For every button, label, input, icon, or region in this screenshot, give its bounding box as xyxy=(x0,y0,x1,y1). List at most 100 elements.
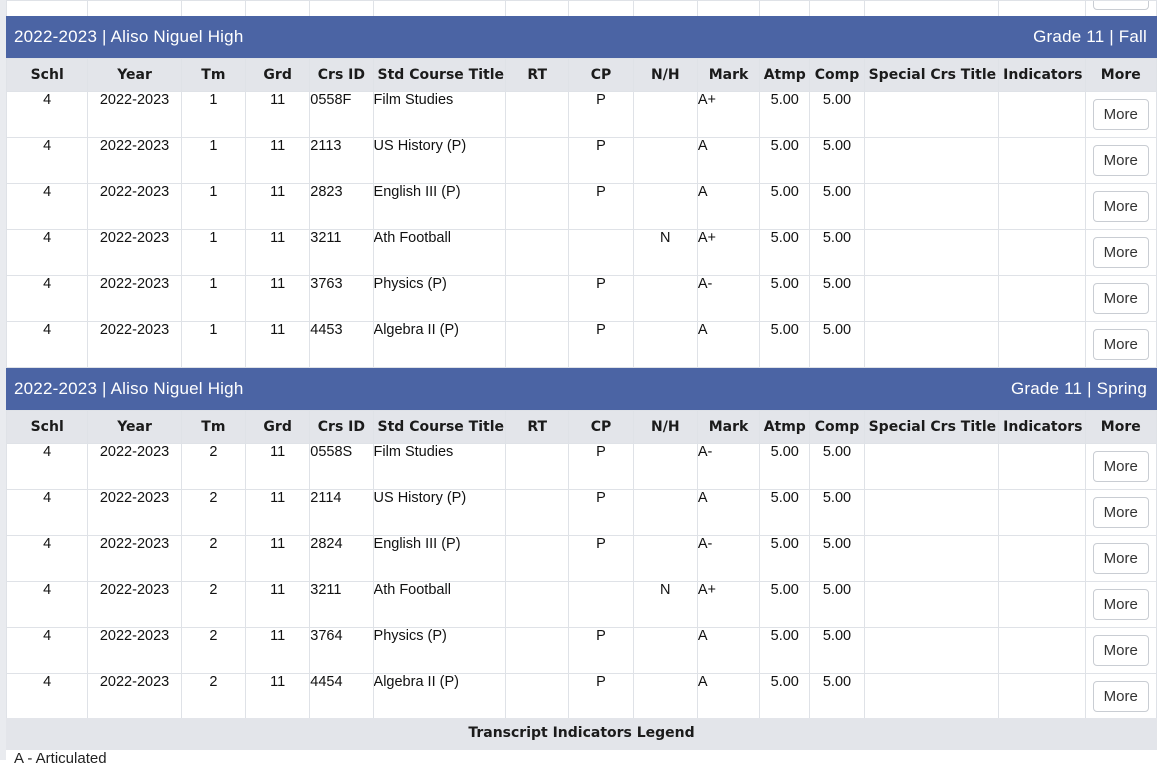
cell-more: More xyxy=(1084,535,1158,582)
cell-grd: 11 xyxy=(244,275,311,322)
cell-comp: 5.00 xyxy=(809,137,865,184)
cell-special-crs-title xyxy=(863,137,1000,184)
col-year: Year xyxy=(87,410,182,444)
course-rows: 4 2022-2023 1 11 0558F Film Studies P A+ 5.00 5.0… xyxy=(5,91,1158,368)
table-row: 4 2022-2023 2 11 3211 Ath Football N A+ 5.00 5.00… xyxy=(5,581,1158,628)
cell-tm: 1 xyxy=(180,321,247,368)
cell-more: More xyxy=(1084,321,1158,368)
cell-atmp: 5.00 xyxy=(759,137,811,184)
cell-year: 2022-2023 xyxy=(87,443,182,490)
cell-course-title: Film Studies xyxy=(372,91,507,138)
cell-year: 2022-2023 xyxy=(87,627,182,674)
cell-atmp: 5.00 xyxy=(759,91,811,138)
left-gutter xyxy=(0,0,6,760)
col-special-crs-title: Special Crs Title xyxy=(863,58,1000,92)
cell-rt xyxy=(505,229,570,276)
more-button[interactable]: More xyxy=(1092,681,1149,712)
cell-nh xyxy=(632,535,698,582)
cell-course-title: Physics (P) xyxy=(372,275,507,322)
course-rows: 4 2022-2023 2 11 0558S Film Studies P A- 5.00 5.0… xyxy=(5,443,1158,720)
col-cp: CP xyxy=(568,58,634,92)
cell-grd: 11 xyxy=(244,229,311,276)
column-header-row: Schl Year Tm Grd Crs ID Std Course Title… xyxy=(5,410,1158,444)
cell-comp: 5.00 xyxy=(809,535,865,582)
cell-comp: 5.00 xyxy=(809,627,865,674)
more-button[interactable]: More xyxy=(1092,497,1149,528)
col-mark: Mark xyxy=(696,58,761,92)
cell-nh xyxy=(632,137,698,184)
cell-more: More xyxy=(1084,673,1158,720)
cell-year: 2022-2023 xyxy=(87,229,182,276)
cell-course-title: English III (P) xyxy=(372,183,507,230)
cell-cp: P xyxy=(568,137,634,184)
cell-tm: 2 xyxy=(180,581,247,628)
cell-special-crs-title xyxy=(863,275,1000,322)
cell-cp: P xyxy=(568,443,634,490)
col-nh: N/H xyxy=(632,410,698,444)
more-button[interactable]: More xyxy=(1092,191,1149,222)
table-row: 4 2022-2023 2 11 2824 English III (P) P A- 5.00 5… xyxy=(5,535,1158,582)
cell-special-crs-title xyxy=(863,627,1000,674)
cell-schl: 4 xyxy=(5,581,89,628)
cell-comp: 5.00 xyxy=(809,321,865,368)
more-button[interactable]: More xyxy=(1092,99,1149,130)
more-button[interactable]: More xyxy=(1092,283,1149,314)
course-table-fall: Schl Year Tm Grd Crs ID Std Course Title… xyxy=(5,58,1158,368)
more-button[interactable]: More xyxy=(1092,329,1149,360)
cell-special-crs-title xyxy=(863,321,1000,368)
section-title: 2022-2023 | Aliso Niguel High xyxy=(14,27,244,46)
cell-crs-id: 4454 xyxy=(309,673,374,720)
cell-crs-id: 0558F xyxy=(309,91,374,138)
more-button[interactable]: More xyxy=(1092,145,1149,176)
cell-course-title: Film Studies xyxy=(372,443,507,490)
cell-indicators xyxy=(998,321,1086,368)
cell-tm: 2 xyxy=(180,535,247,582)
more-button[interactable]: More xyxy=(1092,543,1149,574)
cell-atmp: 5.00 xyxy=(759,229,811,276)
more-button[interactable]: More xyxy=(1092,635,1149,666)
cell-nh: N xyxy=(632,229,698,276)
table-row: 4 2022-2023 2 11 2114 US History (P) P A 5.00 5.0… xyxy=(5,489,1158,536)
cell-cp xyxy=(568,229,634,276)
more-button[interactable]: More xyxy=(1092,451,1149,482)
cell-comp: 5.00 xyxy=(809,275,865,322)
cell-nh xyxy=(632,275,698,322)
cell-crs-id: 3764 xyxy=(309,627,374,674)
cell-cp: P xyxy=(568,91,634,138)
column-header-row: Schl Year Tm Grd Crs ID Std Course Title… xyxy=(5,58,1158,92)
cell-tm: 1 xyxy=(180,229,247,276)
cell-year: 2022-2023 xyxy=(87,275,182,322)
table-row: 4 2022-2023 2 11 4454 Algebra II (P) P A 5.00 5.0… xyxy=(5,673,1158,720)
cell-special-crs-title xyxy=(863,581,1000,628)
more-button[interactable]: More xyxy=(1092,237,1149,268)
cell-more: More xyxy=(1084,489,1158,536)
cell-atmp: 5.00 xyxy=(759,581,811,628)
cell-more: More xyxy=(1084,183,1158,230)
cell-grd: 11 xyxy=(244,443,311,490)
cell-rt xyxy=(505,443,570,490)
cell-special-crs-title xyxy=(863,489,1000,536)
col-std-course-title: Std Course Title xyxy=(372,58,507,92)
cell-rt xyxy=(505,183,570,230)
cell-nh xyxy=(632,627,698,674)
cell-rt xyxy=(505,535,570,582)
col-crs-id: Crs ID xyxy=(309,410,374,444)
table-row: 4 2022-2023 2 11 0558S Film Studies P A- 5.00 5.0… xyxy=(5,443,1158,490)
more-button[interactable]: More xyxy=(1092,589,1149,620)
col-cp: CP xyxy=(568,410,634,444)
cell-tm: 2 xyxy=(180,489,247,536)
cell-more: More xyxy=(1084,229,1158,276)
cell-crs-id: 2823 xyxy=(309,183,374,230)
cell-indicators xyxy=(998,627,1086,674)
more-button[interactable]: More xyxy=(1092,1,1149,10)
cell-indicators xyxy=(998,229,1086,276)
cell-year: 2022-2023 xyxy=(87,91,182,138)
cell-mark: A+ xyxy=(696,581,761,628)
cell-schl: 4 xyxy=(5,321,89,368)
cell-special-crs-title xyxy=(863,673,1000,720)
cell-grd: 11 xyxy=(244,581,311,628)
cell-atmp: 5.00 xyxy=(759,183,811,230)
cell-crs-id: 2824 xyxy=(309,535,374,582)
table-row: 4 2022-2023 1 11 2823 English III (P) P A 5.00 5.… xyxy=(5,183,1158,230)
